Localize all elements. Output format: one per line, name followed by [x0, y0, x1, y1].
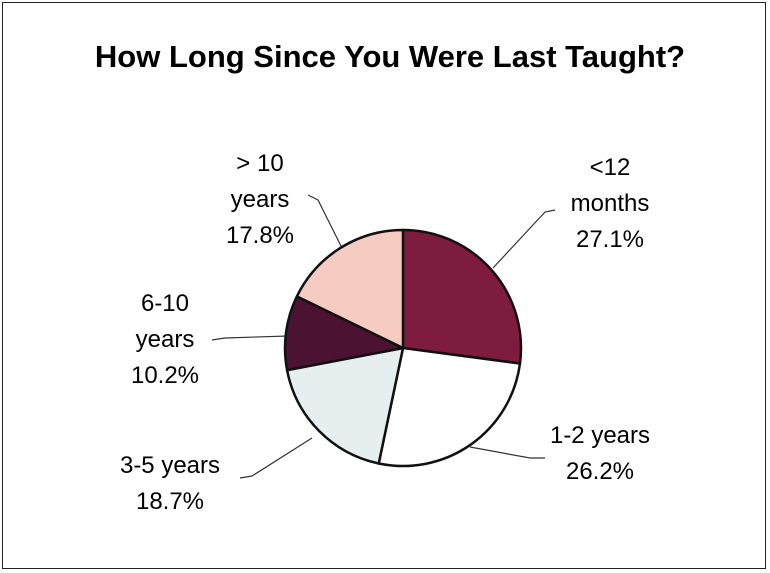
slice-label: <12 months 27.1% — [560, 150, 660, 258]
leader-line — [307, 194, 343, 249]
label-category: <12 months — [570, 154, 650, 217]
label-value: 27.1% — [575, 226, 645, 253]
leader-line — [492, 209, 556, 269]
leader-line — [469, 446, 545, 459]
leader-line — [239, 437, 313, 479]
chart-title: How Long Since You Were Last Taught? — [94, 39, 686, 74]
pie-slice — [401, 228, 523, 365]
label-category: > 10 years — [230, 150, 290, 213]
leader-line — [211, 335, 289, 341]
label-category: 6-10 years — [135, 290, 195, 353]
label-value: 26.2% — [565, 458, 635, 485]
leader-lines — [211, 194, 556, 479]
slice-label: 1-2 years 26.2% — [525, 418, 675, 490]
pie-slice — [285, 346, 405, 465]
label-value: 17.8% — [225, 222, 295, 249]
label-category: 1-2 years — [549, 422, 651, 449]
pie-slice — [283, 295, 405, 372]
slice-label: > 10 years 17.8% — [210, 146, 310, 254]
label-value: 10.2% — [130, 362, 200, 389]
slice-label: 3-5 years 18.7% — [95, 448, 245, 520]
pie-slice — [295, 228, 405, 350]
label-category: 3-5 years — [119, 452, 221, 479]
label-value: 18.7% — [135, 488, 205, 515]
pie-slice — [377, 346, 522, 468]
slice-label: 6-10 years 10.2% — [115, 286, 215, 394]
